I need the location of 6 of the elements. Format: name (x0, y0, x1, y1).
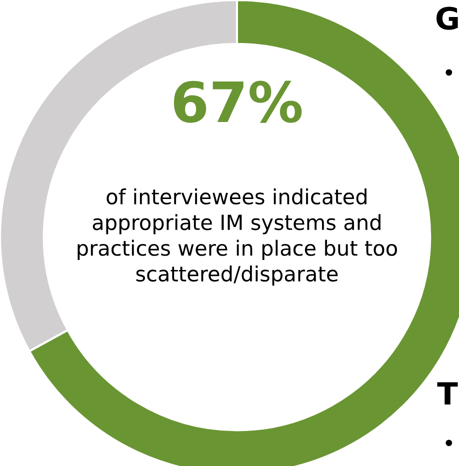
text: G (436, 6, 458, 30)
text: T (437, 382, 458, 405)
text: • (446, 440, 452, 446)
text: • (446, 69, 452, 76)
text: 67% (174, 80, 302, 123)
text: of interviewees indicated appropriate IM systems and practices were in place but too scattered/disparate (78, 188, 397, 286)
